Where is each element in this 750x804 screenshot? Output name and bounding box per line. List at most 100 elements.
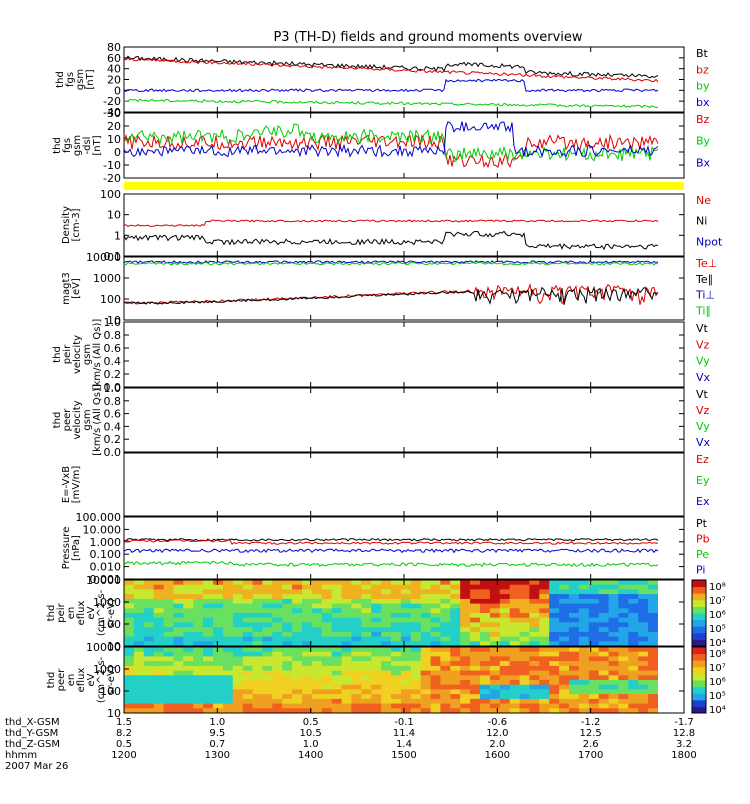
- colorbar-tick-label: 10⁸: [709, 582, 726, 593]
- heatmap-cell: [638, 665, 649, 672]
- heatmap-cell: [578, 580, 590, 586]
- heatmap-cell: [242, 584, 254, 591]
- heatmap-cell: [410, 703, 422, 710]
- heatmap-cell: [292, 636, 303, 643]
- heatmap-cell: [173, 603, 185, 610]
- heatmap-cell: [539, 580, 550, 586]
- x-tick-label: 9.5: [209, 728, 225, 739]
- heatmap-cell: [163, 580, 175, 586]
- heatmap-cell: [133, 580, 145, 586]
- heatmap-cell: [470, 665, 481, 672]
- heatmap-cell: [222, 670, 234, 677]
- heatmap-cell: [480, 580, 491, 586]
- heatmap-cell: [410, 665, 422, 672]
- legend-entry: Ti∥: [695, 304, 711, 317]
- heatmap-cell: [341, 680, 353, 686]
- heatmap-cell: [292, 647, 303, 653]
- heatmap-cell: [410, 613, 422, 619]
- heatmap-cell: [450, 675, 461, 681]
- heatmap-cell: [272, 608, 283, 614]
- heatmap-cell: [648, 670, 658, 677]
- heatmap-cell: [430, 684, 442, 691]
- heatmap-cell: [608, 598, 620, 605]
- heatmap-cell: [381, 647, 392, 653]
- colorbar-tick-label: 10⁴: [709, 705, 726, 716]
- heatmap-cell: [628, 698, 639, 705]
- heatmap-cell: [331, 598, 343, 605]
- heatmap-cell: [371, 622, 382, 628]
- x-tick-label: 1.0: [303, 739, 319, 750]
- heatmap-cell: [529, 603, 541, 610]
- heatmap-cell: [608, 661, 620, 667]
- heatmap-cell: [608, 694, 620, 700]
- heatmap-cell: [361, 703, 372, 710]
- heatmap-cell: [302, 622, 313, 628]
- heatmap-cell: [450, 580, 461, 586]
- heatmap-cell: [193, 631, 204, 638]
- heatmap-cell: [509, 708, 521, 713]
- heatmap-cell: [311, 661, 323, 667]
- colorbar-swatch: [692, 699, 706, 707]
- heatmap-cell: [341, 698, 353, 705]
- heatmap-cell: [381, 665, 392, 672]
- heatmap-cell: [133, 636, 145, 643]
- heatmap-cell: [292, 580, 303, 586]
- heatmap-cell: [282, 675, 293, 681]
- heatmap-cell: [450, 703, 461, 710]
- heatmap-cell: [351, 594, 363, 600]
- heatmap-cell: [450, 613, 461, 619]
- y-axis-label: thd: [52, 346, 63, 363]
- heatmap-cell: [529, 594, 541, 600]
- heatmap-cell: [618, 684, 630, 691]
- heatmap-cell: [499, 631, 511, 638]
- heatmap-cell: [430, 703, 442, 710]
- heatmap-cell: [311, 613, 323, 619]
- heatmap-cell: [598, 641, 610, 646]
- heatmap-cell: [499, 589, 511, 595]
- heatmap-cell: [489, 708, 501, 713]
- heatmap-cell: [361, 665, 372, 672]
- legend-entry: Vx: [696, 371, 711, 384]
- heatmap-cell: [519, 665, 531, 672]
- heatmap-cell: [470, 622, 481, 628]
- heatmap-cell: [460, 670, 471, 677]
- heatmap-cell: [163, 651, 175, 658]
- heatmap-cell: [450, 603, 461, 610]
- heatmap-cell: [341, 708, 353, 713]
- heatmap-cell: [539, 622, 550, 628]
- heatmap-cell: [143, 617, 155, 624]
- heatmap-cell: [272, 622, 283, 628]
- heatmap-cell: [549, 661, 560, 667]
- heatmap-cell: [262, 594, 274, 600]
- heatmap-cell: [450, 665, 461, 672]
- heatmap-cell: [341, 703, 353, 710]
- heatmap-cell: [588, 617, 600, 624]
- legend-entry: Te⊥: [695, 257, 717, 270]
- x-tick-label: 0.5: [303, 717, 319, 728]
- heatmap-cell: [608, 680, 620, 686]
- heatmap-cell: [440, 594, 452, 600]
- heatmap-cell: [292, 617, 303, 624]
- heatmap-cell: [173, 680, 185, 686]
- heatmap-cell: [648, 694, 658, 700]
- colorbar-swatch: [692, 673, 706, 681]
- chart-title: P3 (TH-D) fields and ground moments over…: [273, 30, 582, 45]
- heatmap-cell: [203, 665, 214, 672]
- heatmap-cell: [292, 589, 303, 595]
- heatmap-cell: [124, 580, 135, 586]
- heatmap-cell: [213, 680, 224, 686]
- heatmap-cell: [480, 665, 491, 672]
- heatmap-cell: [381, 580, 392, 586]
- heatmap-cell: [173, 627, 185, 633]
- heatmap-cell: [331, 651, 343, 658]
- heatmap-cell: [371, 708, 382, 713]
- heatmap-cell: [569, 680, 580, 686]
- flag-bar: [124, 182, 684, 190]
- heatmap-cell: [381, 617, 392, 624]
- heatmap-cell: [559, 636, 570, 643]
- heatmap-cell: [124, 684, 135, 691]
- heatmap-cell: [509, 594, 521, 600]
- heatmap-cell: [321, 661, 333, 667]
- heatmap-cell: [598, 698, 610, 705]
- heatmap-cell: [470, 684, 481, 691]
